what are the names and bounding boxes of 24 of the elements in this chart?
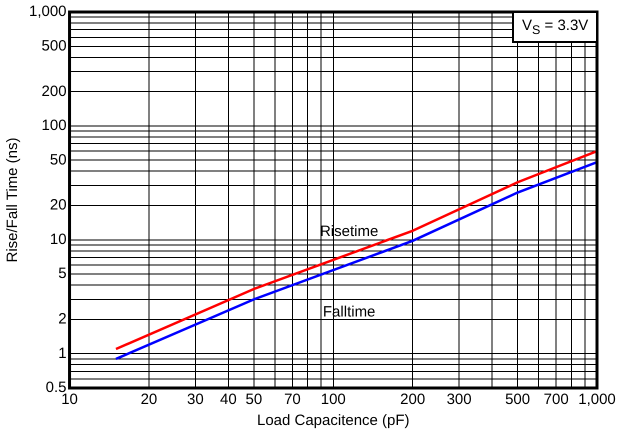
y-tick-label: 50 (50, 151, 67, 168)
x-tick-label: 200 (400, 391, 426, 408)
x-axis-title: Load Capacitence (pF) (256, 412, 410, 430)
y-tick-label: 5 (58, 265, 67, 282)
x-tick-label: 40 (220, 391, 237, 408)
y-tick-label: 1 (58, 344, 67, 362)
x-tick-label: 500 (505, 391, 530, 408)
y-tick-label: 20 (50, 196, 67, 214)
x-tick-label: 50 (246, 391, 262, 408)
x-tick-label: 20 (140, 391, 158, 408)
y-tick-label: 2 (58, 310, 67, 328)
y-tick-label: 1,000 (28, 3, 67, 20)
x-tick-label: 30 (187, 391, 204, 408)
x-tick-label: 70 (284, 391, 301, 408)
y-tick-label: 200 (42, 82, 67, 100)
y-tick-label: 100 (42, 117, 67, 134)
y-axis-title: Rise/Fall Time (ns) (4, 137, 22, 263)
x-tick-label: 1,000 (578, 391, 616, 408)
x-tick-label: 300 (446, 391, 472, 408)
x-tick-label: 700 (544, 391, 569, 408)
x-tick-label: 100 (320, 391, 346, 408)
annotation: V$_{S}$ = 3.3V (512, 11, 598, 43)
y-tick-label: 500 (42, 37, 67, 54)
y-tick-label: 10 (50, 230, 67, 248)
